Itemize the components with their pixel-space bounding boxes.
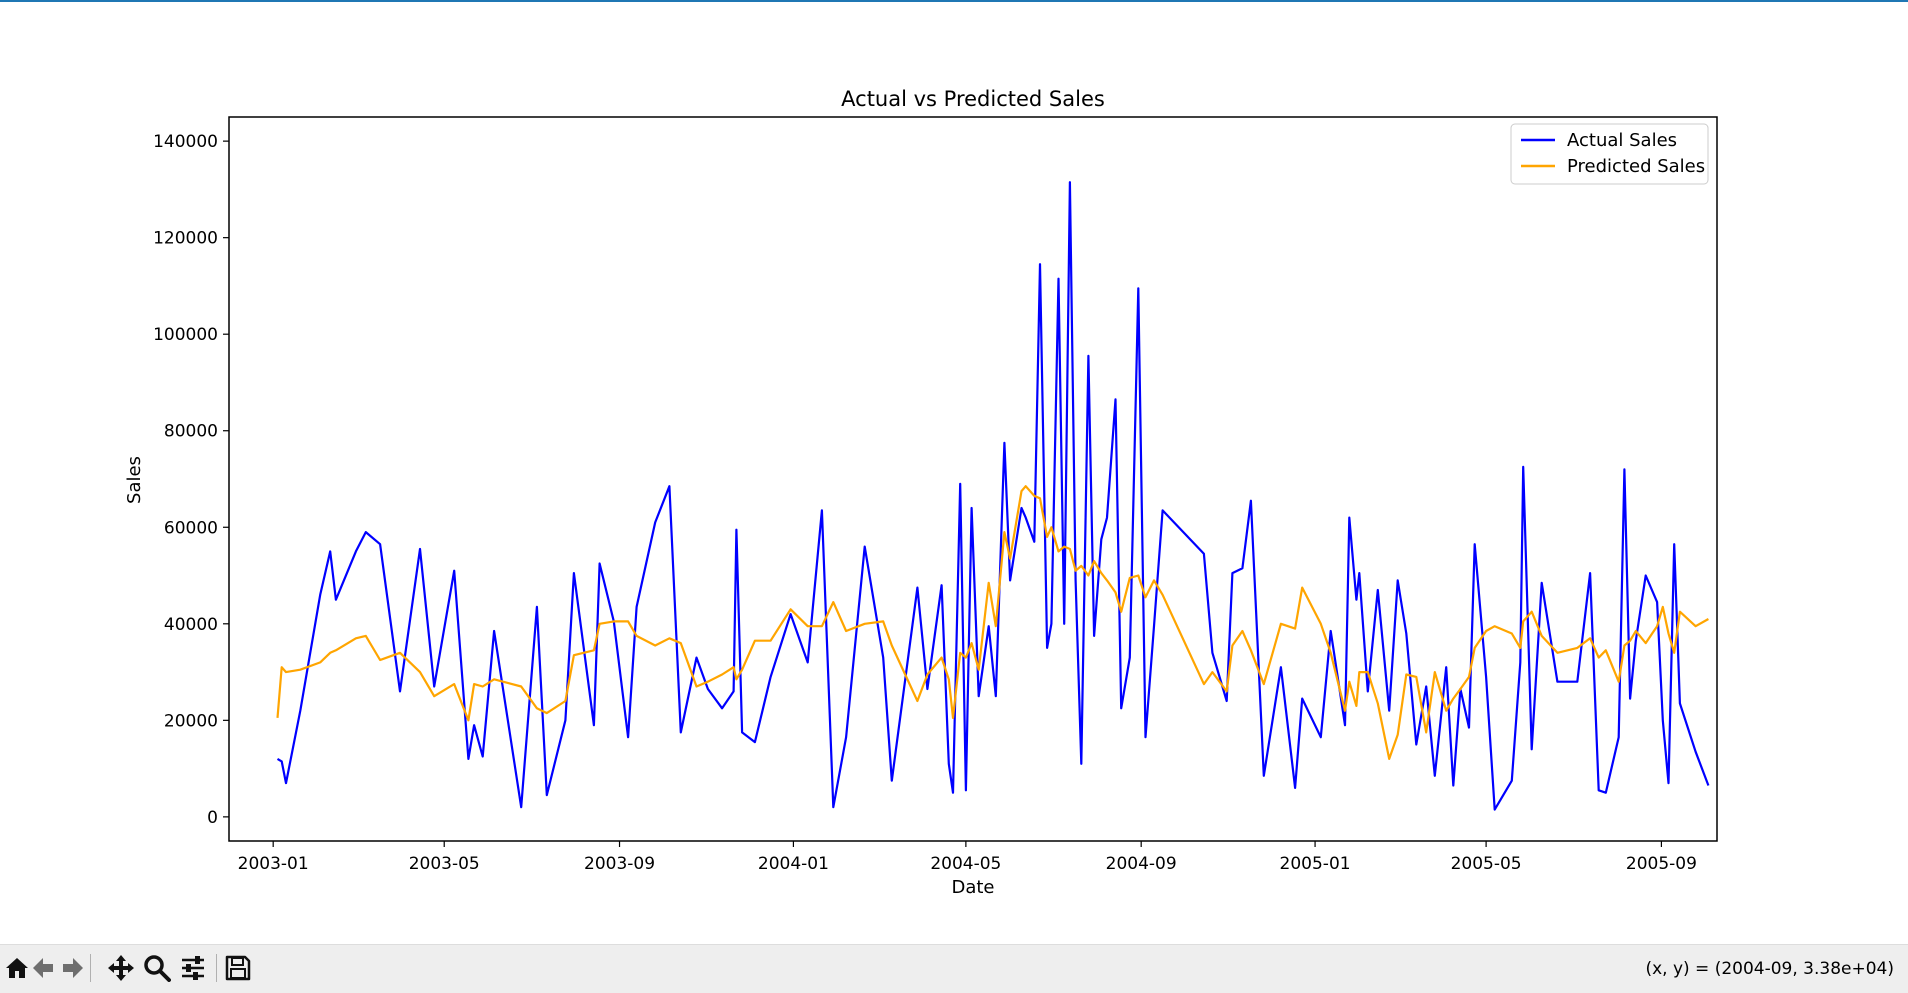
y-axis-label: Sales [124, 456, 145, 504]
y-tick-label: 100000 [153, 325, 218, 345]
sliders-icon [182, 956, 204, 980]
chart: Actual vs Predicted Sales 2003-01 2003-05… [124, 87, 1718, 898]
forward-button[interactable] [56, 951, 90, 985]
x-tick-label: 2004-05 [930, 854, 1001, 874]
floppy-disk-icon [225, 955, 251, 981]
home-button[interactable] [0, 951, 34, 985]
x-tick-label: 2004-01 [758, 854, 829, 874]
x-axis-label: Date [951, 877, 994, 898]
x-tick-label: 2003-01 [238, 854, 309, 874]
axes-frame [228, 116, 1718, 842]
legend-actual-label: Actual Sales [1567, 130, 1677, 151]
toolbar-separator [90, 954, 91, 982]
move-icon [108, 955, 134, 981]
legend-predicted-label: Predicted Sales [1567, 156, 1705, 177]
y-tick-label: 20000 [164, 711, 218, 731]
window-top-accent [0, 0, 1908, 2]
y-axis: 0 20000 40000 60000 80000 100000 120000 140000 [153, 132, 229, 828]
pan-button[interactable] [104, 951, 138, 985]
series-line-predicted-sales [276, 485, 1709, 760]
cursor-coordinates: (x, y) = (2004-09, 3.38e+04) [1645, 959, 1894, 979]
x-axis: 2003-01 2003-05 2003-09 2004-01 2004-05 2004-… [238, 841, 1697, 874]
legend-box [1510, 123, 1709, 185]
chart-title: Actual vs Predicted Sales [841, 87, 1105, 111]
x-tick-label: 2004-09 [1106, 854, 1177, 874]
series-line-actual-sales [276, 181, 1710, 811]
home-icon [6, 958, 28, 978]
configure-subplots-button[interactable] [176, 951, 210, 985]
y-tick-label: 60000 [164, 518, 218, 538]
y-tick-label: 120000 [153, 229, 218, 249]
y-tick-label: 40000 [164, 615, 218, 635]
x-tick-label: 2003-09 [584, 854, 655, 874]
x-tick-label: 2005-01 [1280, 854, 1351, 874]
back-button[interactable] [26, 951, 60, 985]
plot-area [276, 181, 1710, 811]
arrow-left-icon [33, 958, 53, 978]
y-tick-label: 140000 [153, 132, 218, 152]
x-tick-label: 2003-05 [409, 854, 480, 874]
navigation-toolbar: (x, y) = (2004-09, 3.38e+04) [0, 944, 1908, 993]
figure-canvas[interactable]: Actual vs Predicted Sales 2003-01 2003-05… [0, 2, 1908, 944]
toolbar-separator [216, 954, 217, 982]
save-button[interactable] [221, 951, 255, 985]
y-tick-label: 80000 [164, 422, 218, 442]
zoom-button[interactable] [140, 951, 174, 985]
x-tick-label: 2005-05 [1451, 854, 1522, 874]
legend: Actual Sales Predicted Sales [1510, 123, 1709, 185]
magnifier-icon [144, 955, 171, 982]
arrow-right-icon [63, 958, 83, 978]
y-tick-label: 0 [207, 808, 218, 828]
x-tick-label: 2005-09 [1626, 854, 1697, 874]
